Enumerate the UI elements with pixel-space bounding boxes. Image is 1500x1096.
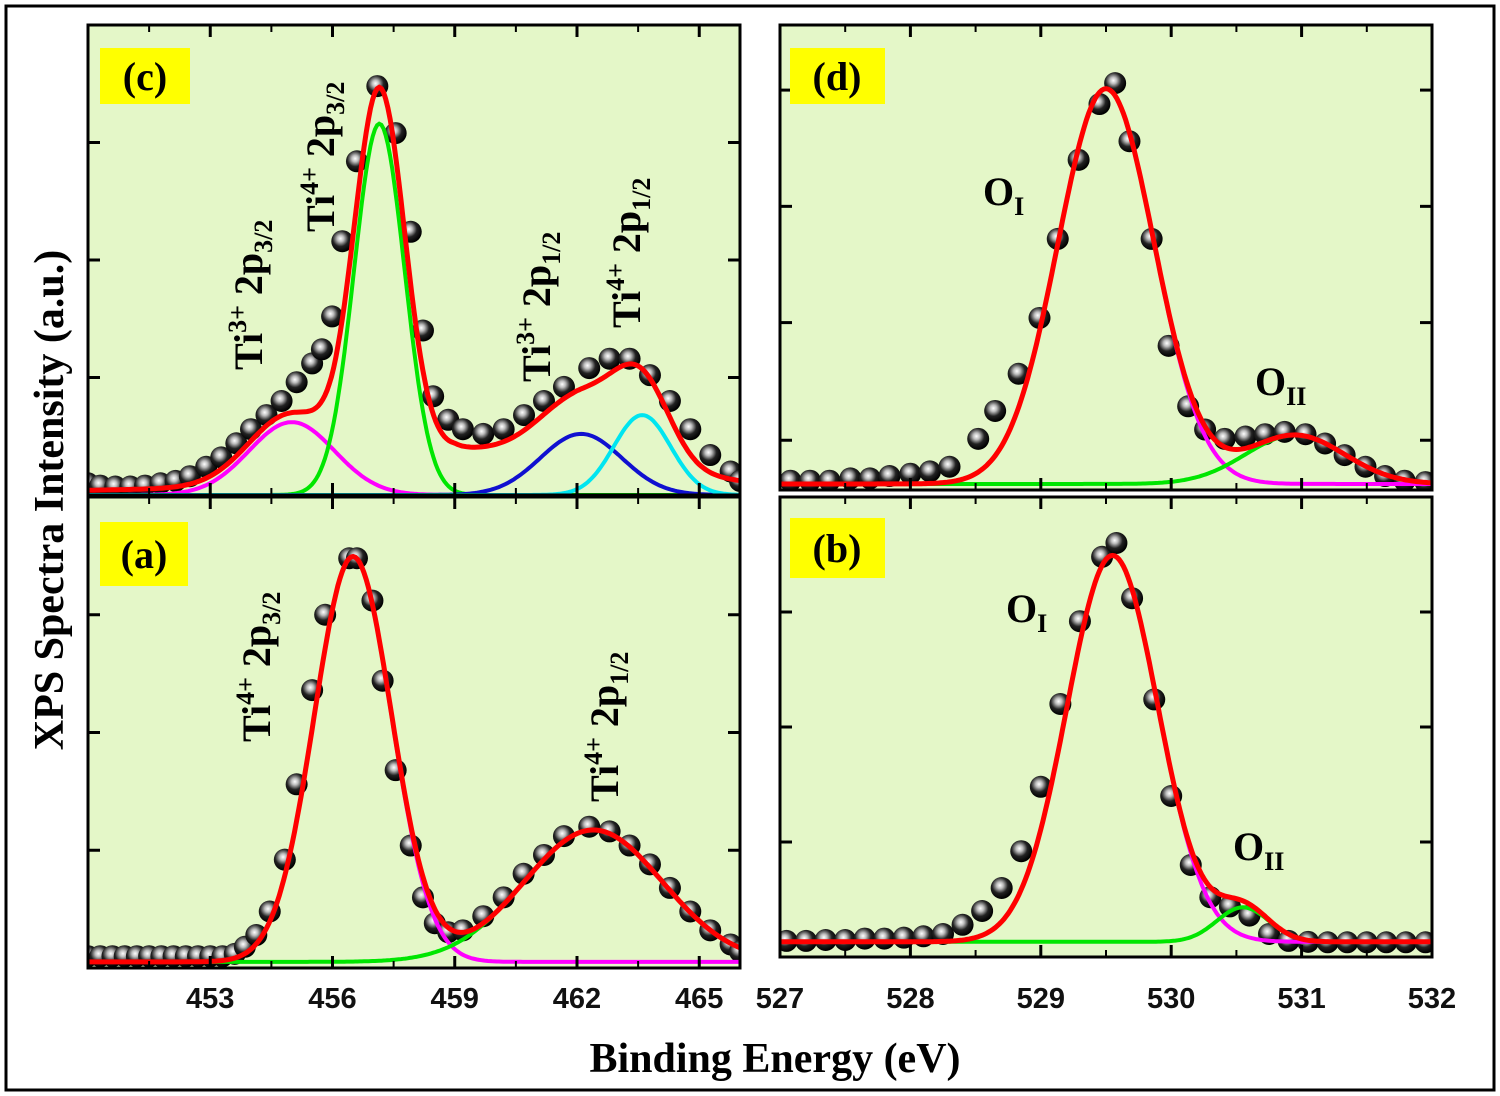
plot-content [88, 75, 740, 495]
x-tick-label: 453 [186, 983, 234, 1015]
data-point [321, 305, 344, 328]
plot-content [780, 532, 1432, 954]
data-point [853, 927, 876, 950]
data-point [532, 843, 555, 866]
component-curve-ti3-2p1-2 [88, 431, 740, 495]
data-point [578, 357, 601, 380]
data-point [310, 338, 333, 361]
data-point [270, 390, 293, 412]
data-point [492, 886, 515, 909]
data-point [492, 418, 515, 441]
tag-bg [100, 522, 188, 586]
data-point [679, 418, 702, 441]
tag-bg [790, 48, 885, 104]
peak-label-oii: OII [1233, 824, 1284, 876]
tag-bg [100, 48, 190, 104]
data-point [990, 877, 1013, 899]
panel-tag-text: (b) [813, 526, 862, 571]
data-point [938, 455, 961, 478]
x-tick-label: 530 [1147, 983, 1195, 1015]
peak-label-ti3-2p32: Ti3+ 2p3/2 [223, 220, 278, 370]
data-point [899, 462, 922, 485]
data-point [451, 418, 474, 441]
panel-tag-text: (a) [121, 532, 168, 577]
data-point [1091, 545, 1114, 568]
plot-area [780, 497, 1432, 957]
tag-bg [790, 518, 885, 578]
panel-tag-a: (a) [100, 522, 188, 586]
data-point [598, 347, 621, 370]
data-point [1010, 840, 1033, 863]
panel-b [778, 495, 1434, 959]
peak-label-ti4-2p12: Ti4+ 2p1/2 [579, 652, 634, 802]
data-point [699, 444, 722, 467]
data-point [285, 371, 308, 394]
peak-label-oii: OII [1255, 359, 1306, 411]
plot-area [88, 497, 740, 968]
x-tick-label: 456 [308, 983, 356, 1015]
panel-tag-b: (b) [790, 518, 885, 578]
fit-envelope [780, 552, 1432, 945]
panel-d [778, 23, 1434, 492]
data-point [873, 927, 896, 950]
data-point [513, 404, 536, 427]
peak-label-ti3-2p12: Ti3+ 2p1/2 [511, 232, 566, 382]
data-point [984, 399, 1007, 422]
peak-label-ti4-2p32: Ti4+ 2p3/2 [231, 592, 286, 742]
x-tick-label: 529 [1017, 983, 1065, 1015]
peak-label-oi: OI [1006, 586, 1047, 638]
y-axis-title: XPS Spectra Intensity (a.u.) [27, 250, 73, 751]
data-point [818, 469, 841, 490]
panel-tag-c: (c) [100, 48, 190, 104]
x-tick-label: 465 [675, 983, 723, 1015]
peak-label-ti4-2p12: Ti4+ 2p1/2 [601, 178, 656, 328]
data-point [918, 460, 941, 483]
panel-a [86, 495, 742, 970]
panel-frame [778, 495, 1434, 959]
data-point [552, 825, 575, 848]
x-tick-label: 528 [886, 983, 934, 1015]
x-tick-label: 531 [1277, 983, 1325, 1015]
data-point [1029, 775, 1052, 798]
panel-c [86, 23, 742, 497]
data-point [780, 469, 802, 490]
data-point [472, 422, 495, 445]
fit-envelope [88, 84, 740, 493]
x-tick-label: 527 [756, 983, 804, 1015]
peak-label-oi: OI [983, 169, 1024, 221]
panel-frame [86, 495, 742, 970]
plot-content [88, 547, 740, 968]
panel-tag-text: (d) [813, 54, 862, 99]
fit-envelope [88, 553, 740, 965]
plot-content [780, 72, 1432, 490]
component-curve-ti4-2p1-2 [88, 413, 740, 495]
data-point [951, 913, 974, 936]
data-point [967, 427, 990, 450]
data-point [1234, 425, 1257, 448]
panels [86, 23, 1434, 970]
x-tick-label: 532 [1408, 983, 1456, 1015]
data-point [1105, 532, 1128, 554]
x-tick-labels: 453 456 459 462 465 527 528 529 530 531 532 [186, 983, 1456, 1015]
x-axis-title: Binding Energy (eV) [589, 1036, 960, 1082]
data-point [1007, 362, 1030, 385]
panel-tag-d: (d) [790, 48, 885, 104]
panel-tag-text: (c) [123, 54, 167, 99]
data-point [798, 469, 821, 490]
plot-area [88, 25, 740, 495]
data-point [331, 230, 354, 253]
panel-frame [778, 23, 1434, 492]
peak-label-ti4-2p32: Ti4+ 2p3/2 [295, 82, 350, 232]
component-curve-ti4-2p3-2 [88, 121, 740, 495]
x-tick-label: 462 [553, 983, 601, 1015]
fit-envelope [780, 86, 1432, 487]
x-tick-label: 459 [431, 983, 479, 1015]
panel-frame [86, 23, 742, 497]
data-point [971, 900, 994, 922]
